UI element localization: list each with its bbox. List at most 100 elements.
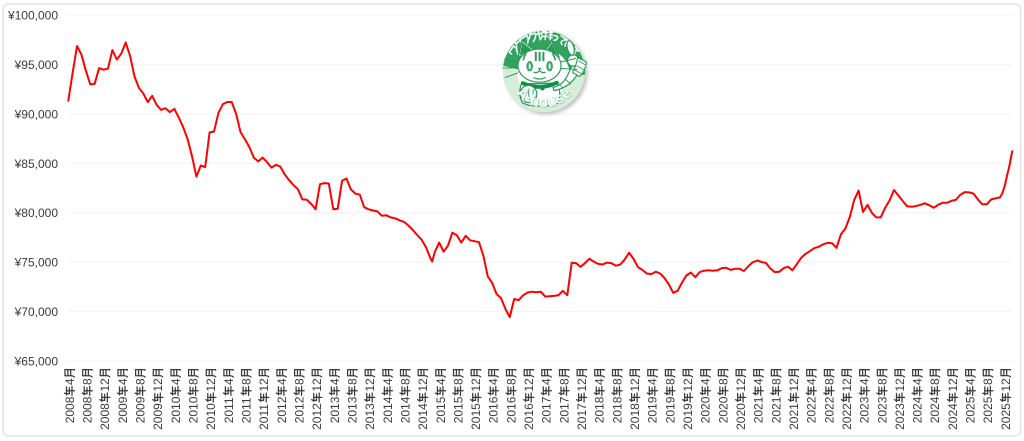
svg-text:12: 12 (575, 378, 589, 392)
svg-text:4: 4 (805, 378, 819, 385)
svg-text:2009: 2009 (151, 403, 165, 430)
svg-text:2011: 2011 (257, 404, 271, 430)
svg-text:8: 8 (716, 378, 730, 385)
svg-text:2016: 2016 (504, 396, 518, 423)
svg-text:8: 8 (557, 378, 571, 385)
svg-text:4: 4 (328, 378, 342, 385)
svg-text:2014: 2014 (381, 396, 395, 423)
svg-text:2021: 2021 (752, 396, 766, 423)
svg-text:2025: 2025 (981, 396, 995, 423)
svg-text:12: 12 (681, 378, 695, 392)
svg-text:2017: 2017 (557, 396, 571, 423)
svg-text:2008: 2008 (63, 396, 77, 423)
svg-text:2017: 2017 (575, 403, 589, 430)
svg-text:12: 12 (840, 378, 854, 392)
svg-text:2014: 2014 (398, 396, 412, 423)
svg-text:2013: 2013 (346, 396, 360, 423)
svg-text:2024: 2024 (928, 396, 942, 423)
svg-text:¥70,000: ¥70,000 (14, 305, 59, 319)
svg-text:2024: 2024 (946, 403, 960, 430)
svg-text:2022: 2022 (840, 403, 854, 430)
svg-text:2021: 2021 (787, 403, 801, 430)
svg-text:8: 8 (451, 378, 465, 385)
svg-text:2020: 2020 (699, 396, 713, 423)
svg-text:2025: 2025 (999, 403, 1013, 430)
svg-text:2010: 2010 (204, 403, 218, 430)
svg-text:4: 4 (381, 378, 395, 385)
svg-text:2012: 2012 (293, 396, 307, 423)
svg-text:4: 4 (646, 378, 660, 385)
svg-text:12: 12 (416, 378, 430, 392)
svg-text:2021: 2021 (769, 396, 783, 423)
svg-text:2008: 2008 (98, 403, 112, 430)
svg-text:12: 12 (257, 378, 271, 392)
svg-text:2013: 2013 (328, 396, 342, 423)
svg-text:2012: 2012 (310, 403, 324, 430)
svg-text:8: 8 (504, 378, 518, 385)
svg-text:12: 12 (628, 378, 642, 392)
svg-text:2020: 2020 (734, 403, 748, 430)
svg-text:2011: 2011 (240, 397, 254, 423)
svg-text:8: 8 (293, 378, 307, 385)
svg-text:8: 8 (187, 378, 201, 385)
svg-text:8: 8 (822, 378, 836, 385)
svg-text:12: 12 (522, 378, 536, 392)
svg-text:8: 8 (240, 378, 254, 385)
svg-text:2019: 2019 (663, 396, 677, 423)
svg-text:12: 12 (151, 378, 165, 392)
svg-text:2022: 2022 (822, 396, 836, 423)
svg-text:8: 8 (134, 378, 148, 385)
svg-text:4: 4 (911, 378, 925, 385)
svg-text:12: 12 (787, 378, 801, 392)
svg-text:2023: 2023 (858, 396, 872, 423)
svg-text:2025: 2025 (964, 396, 978, 423)
svg-text:4: 4 (487, 378, 501, 385)
svg-text:4: 4 (222, 378, 236, 385)
svg-text:8: 8 (81, 378, 95, 385)
svg-text:8: 8 (398, 378, 412, 385)
svg-text:2010: 2010 (169, 396, 183, 423)
svg-text:4: 4 (858, 378, 872, 385)
svg-text:2009: 2009 (134, 396, 148, 423)
svg-text:8: 8 (610, 378, 624, 385)
svg-text:12: 12 (310, 378, 324, 392)
svg-text:2020: 2020 (716, 396, 730, 423)
svg-text:2015: 2015 (434, 396, 448, 423)
svg-text:4: 4 (540, 378, 554, 385)
svg-text:4: 4 (593, 378, 607, 385)
svg-text:¥85,000: ¥85,000 (14, 157, 59, 171)
svg-text:12: 12 (734, 378, 748, 392)
svg-text:12: 12 (469, 378, 483, 392)
svg-text:12: 12 (946, 378, 960, 392)
svg-text:2018: 2018 (593, 396, 607, 423)
svg-text:12: 12 (98, 378, 112, 392)
svg-text:2015: 2015 (469, 403, 483, 430)
svg-text:¥65,000: ¥65,000 (14, 355, 59, 369)
svg-text:2008: 2008 (81, 396, 95, 423)
svg-text:¥75,000: ¥75,000 (14, 256, 59, 270)
svg-text:2013: 2013 (363, 403, 377, 430)
svg-text:4: 4 (63, 378, 77, 385)
svg-text:2012: 2012 (275, 396, 289, 423)
svg-text:2011: 2011 (222, 397, 236, 423)
svg-text:12: 12 (204, 378, 218, 392)
svg-text:4: 4 (964, 378, 978, 385)
svg-text:2024: 2024 (911, 396, 925, 423)
svg-text:4: 4 (434, 378, 448, 385)
svg-text:2019: 2019 (646, 396, 660, 423)
svg-text:¥100,000: ¥100,000 (7, 9, 58, 23)
svg-text:8: 8 (346, 378, 360, 385)
svg-text:4: 4 (275, 378, 289, 385)
svg-text:2016: 2016 (522, 403, 536, 430)
svg-text:2015: 2015 (451, 396, 465, 423)
svg-text:2010: 2010 (187, 396, 201, 423)
svg-text:4: 4 (169, 378, 183, 385)
svg-text:2019: 2019 (681, 403, 695, 430)
svg-text:2009: 2009 (116, 396, 130, 423)
svg-text:2023: 2023 (875, 396, 889, 423)
svg-text:2014: 2014 (416, 403, 430, 430)
svg-text:2018: 2018 (628, 403, 642, 430)
svg-text:2023: 2023 (893, 403, 907, 430)
svg-text:¥95,000: ¥95,000 (14, 58, 59, 72)
svg-text:12: 12 (893, 378, 907, 392)
